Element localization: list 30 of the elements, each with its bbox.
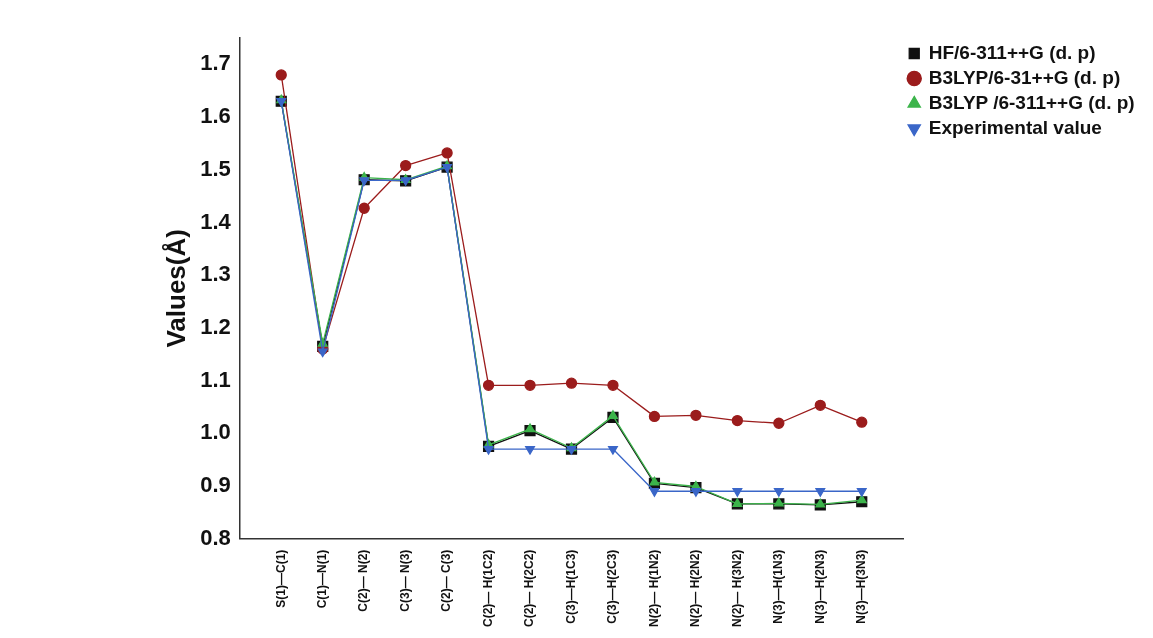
y-tick-label: 1.2: [200, 313, 231, 339]
x-tick-label: N(2)— H(2N2): [688, 549, 703, 628]
y-axis-title: Values(Å): [160, 229, 191, 348]
legend-label: Experimental value: [928, 116, 1102, 138]
y-tick-label: 1.0: [200, 419, 231, 445]
x-tick-label: N(2)— H(3N2): [729, 549, 744, 628]
y-tick-label: 0.8: [200, 524, 231, 550]
x-tick-label: C(2)— H(1C2): [480, 549, 495, 628]
x-tick-label: C(3)— N(3): [397, 549, 412, 612]
y-tick-label: 1.6: [200, 103, 231, 129]
legend-label: B3LYP /6-311++G (d. p): [928, 91, 1135, 113]
legend-label: B3LYP/6-31++G (d. p): [928, 66, 1121, 88]
y-tick-label: 1.4: [200, 208, 232, 234]
x-tick-label: C(2)— H(2C2): [522, 549, 537, 628]
x-tick-label: N(2)— H(1N2): [646, 549, 661, 628]
y-tick-label: 1.7: [200, 50, 231, 76]
y-tick-label: 1.3: [200, 261, 231, 287]
x-tick-label: S(1)—C(1): [273, 549, 288, 608]
legend-label: HF/6-311++G (d. p): [928, 41, 1096, 63]
y-tick-label: 0.9: [200, 472, 231, 498]
y-tick-label: 1.5: [200, 155, 231, 181]
x-tick-label: N(3)—H(3N3): [854, 549, 869, 624]
x-tick-label: N(3)—H(1N3): [771, 549, 786, 624]
x-tick-label: C(3)—H(2C3): [605, 549, 620, 624]
x-tick-label: C(3)—H(1C3): [563, 549, 578, 624]
x-tick-label: N(3)—H(2N3): [812, 549, 827, 624]
y-tick-label: 1.1: [200, 366, 231, 392]
x-tick-label: C(2)— C(3): [439, 549, 454, 612]
x-tick-label: C(1)—N(1): [315, 549, 330, 609]
x-tick-label: C(2)— N(2): [356, 549, 371, 612]
